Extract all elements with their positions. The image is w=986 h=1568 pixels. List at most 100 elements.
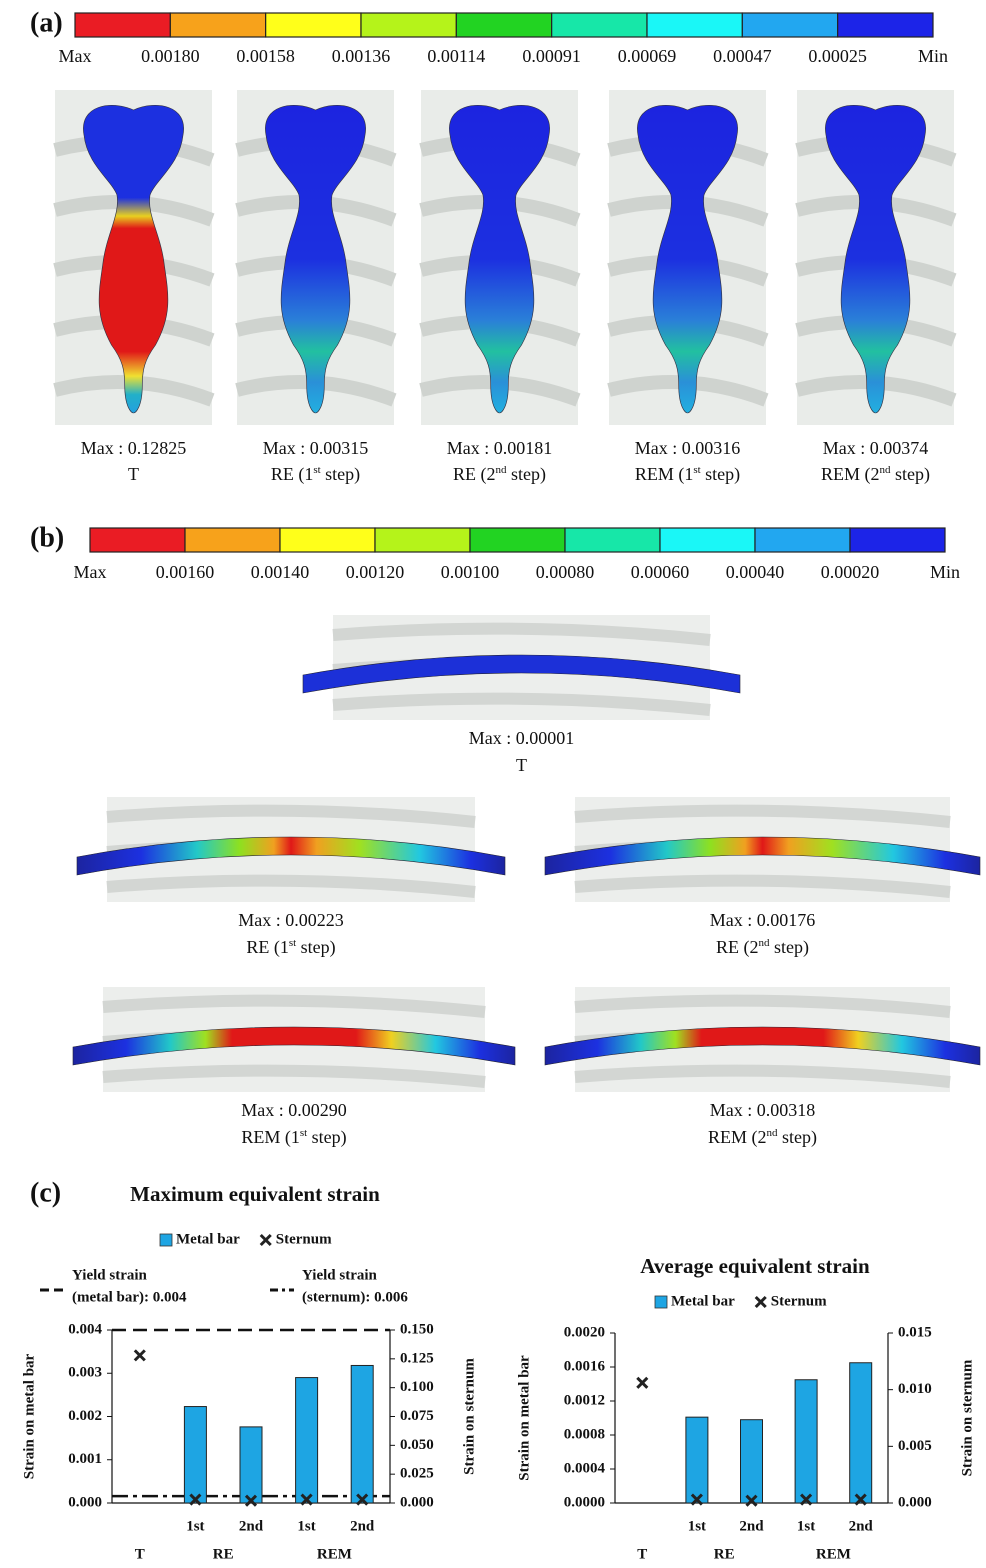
- y-tick-label: 0.004: [68, 1321, 102, 1337]
- colorbar-segment: [660, 528, 755, 552]
- caption-name: RE (2nd step): [716, 937, 809, 959]
- bar: [850, 1363, 872, 1503]
- colorbar-label: Max: [59, 46, 92, 66]
- colorbar-segment: [90, 528, 185, 552]
- caption-part: REM (: [635, 464, 685, 485]
- caption-part: RE (: [716, 937, 750, 958]
- caption-max: Max : 0.12825: [81, 438, 187, 458]
- legend-marker: [261, 1235, 271, 1245]
- x-tick-label: 1st: [688, 1518, 706, 1534]
- colorbar-label: 0.00100: [441, 562, 500, 582]
- reference-label: (metal bar): 0.004: [72, 1289, 187, 1305]
- reference-label: Yield strain: [302, 1267, 378, 1283]
- y2-tick-label: 0.025: [400, 1466, 434, 1482]
- colorbar-segment: [647, 13, 742, 37]
- y2-tick-label: 0.100: [400, 1379, 434, 1395]
- caption-part: step): [778, 1127, 818, 1148]
- y-tick-label: 0.0008: [564, 1426, 605, 1442]
- group-label: T: [637, 1546, 647, 1562]
- x-tick-label: 2nd: [739, 1518, 764, 1534]
- caption-name: RE (1st step): [271, 464, 360, 486]
- y2-tick-label: 0.050: [400, 1437, 434, 1453]
- caption-part: 2: [487, 464, 496, 484]
- x-tick-label: 2nd: [239, 1518, 264, 1534]
- colorbar-label: Min: [930, 562, 960, 582]
- legend-swatch: [655, 1296, 667, 1308]
- caption-part: step): [307, 1127, 347, 1148]
- y-tick-label: 0.0012: [564, 1392, 605, 1408]
- caption-part: 2: [750, 937, 759, 957]
- colorbar-segment: [565, 528, 660, 552]
- caption-part: step): [507, 464, 547, 485]
- superscript: nd: [496, 464, 508, 476]
- x-tick-label: 2nd: [849, 1518, 874, 1534]
- caption-part: step): [321, 464, 361, 485]
- caption-max: Max : 0.00223: [238, 910, 344, 930]
- caption-max: Max : 0.00290: [241, 1100, 347, 1120]
- group-label: REM: [816, 1546, 851, 1562]
- colorbar-label: 0.00080: [536, 562, 595, 582]
- caption-part: step): [770, 937, 810, 958]
- y-tick-label: 0.0000: [564, 1494, 605, 1510]
- superscript: st: [693, 464, 700, 476]
- caption-part: 1: [280, 937, 289, 957]
- caption-part: RE (: [453, 464, 487, 485]
- caption-max: Max : 0.00181: [447, 438, 553, 458]
- figure: (a) (b) (c) Max0.001800.001580.001360.00…: [0, 0, 986, 1568]
- y-tick-label: 0.0004: [564, 1460, 606, 1476]
- y2-tick-label: 0.150: [400, 1321, 434, 1337]
- x-tick-label: 1st: [297, 1518, 315, 1534]
- caption-max: Max : 0.00318: [710, 1100, 816, 1120]
- colorbar-label: Max: [74, 562, 107, 582]
- caption-name: RE (2nd step): [453, 464, 546, 486]
- bar: [686, 1417, 708, 1503]
- caption-name: REM (2nd step): [821, 464, 930, 486]
- sternum-image: [421, 90, 578, 425]
- y2-axis-title: Strain on sternum: [461, 1358, 477, 1475]
- caption-part: 2: [758, 1127, 767, 1147]
- legend-label: Metal bar: [176, 1231, 240, 1247]
- y2-tick-label: 0.125: [400, 1350, 434, 1366]
- bar: [296, 1378, 318, 1503]
- chart-title: Average equivalent strain: [640, 1254, 870, 1278]
- colorbar-label: 0.00180: [141, 46, 200, 66]
- reference-label: (sternum): 0.006: [302, 1289, 408, 1305]
- group-label: T: [135, 1546, 145, 1562]
- colorbar-label: 0.00091: [522, 46, 581, 66]
- bar-image: [77, 797, 505, 902]
- superscript: st: [313, 464, 320, 476]
- group-label: RE: [714, 1546, 735, 1562]
- caption-part: RE (: [271, 464, 305, 485]
- caption-part: 2: [871, 464, 880, 484]
- caption-name: T: [128, 464, 139, 484]
- legend-label: Sternum: [276, 1231, 332, 1247]
- sternum-marker: [135, 1350, 145, 1360]
- legend-swatch: [160, 1234, 172, 1246]
- y-axis-title: Strain on metal bar: [21, 1353, 37, 1479]
- caption-part: REM (: [708, 1127, 758, 1148]
- colorbar-segment: [838, 13, 933, 37]
- y2-tick-label: 0.000: [400, 1494, 434, 1510]
- legend-label: Sternum: [771, 1293, 827, 1309]
- bar-image: [73, 987, 515, 1092]
- colorbar-label: 0.00047: [713, 46, 772, 66]
- colorbar-segment: [552, 13, 647, 37]
- chart-title: Maximum equivalent strain: [130, 1182, 380, 1206]
- group-label: RE: [213, 1546, 234, 1562]
- colorbar-label: Min: [918, 46, 948, 66]
- reference-label: Yield strain: [72, 1267, 148, 1283]
- y-tick-label: 0.002: [68, 1408, 102, 1424]
- bar: [184, 1407, 206, 1503]
- colorbar-segment: [361, 13, 456, 37]
- caption-max: Max : 0.00316: [635, 438, 741, 458]
- panel-label: (c): [30, 1177, 61, 1208]
- panel-label: (b): [30, 522, 64, 553]
- bar-image: [545, 797, 980, 902]
- colorbar-segment: [456, 13, 551, 37]
- y-tick-label: 0.0016: [564, 1358, 606, 1374]
- y-tick-label: 0.003: [68, 1365, 102, 1381]
- colorbar-segment: [266, 13, 361, 37]
- y-tick-label: 0.0020: [564, 1324, 605, 1340]
- bar-image: [303, 615, 740, 720]
